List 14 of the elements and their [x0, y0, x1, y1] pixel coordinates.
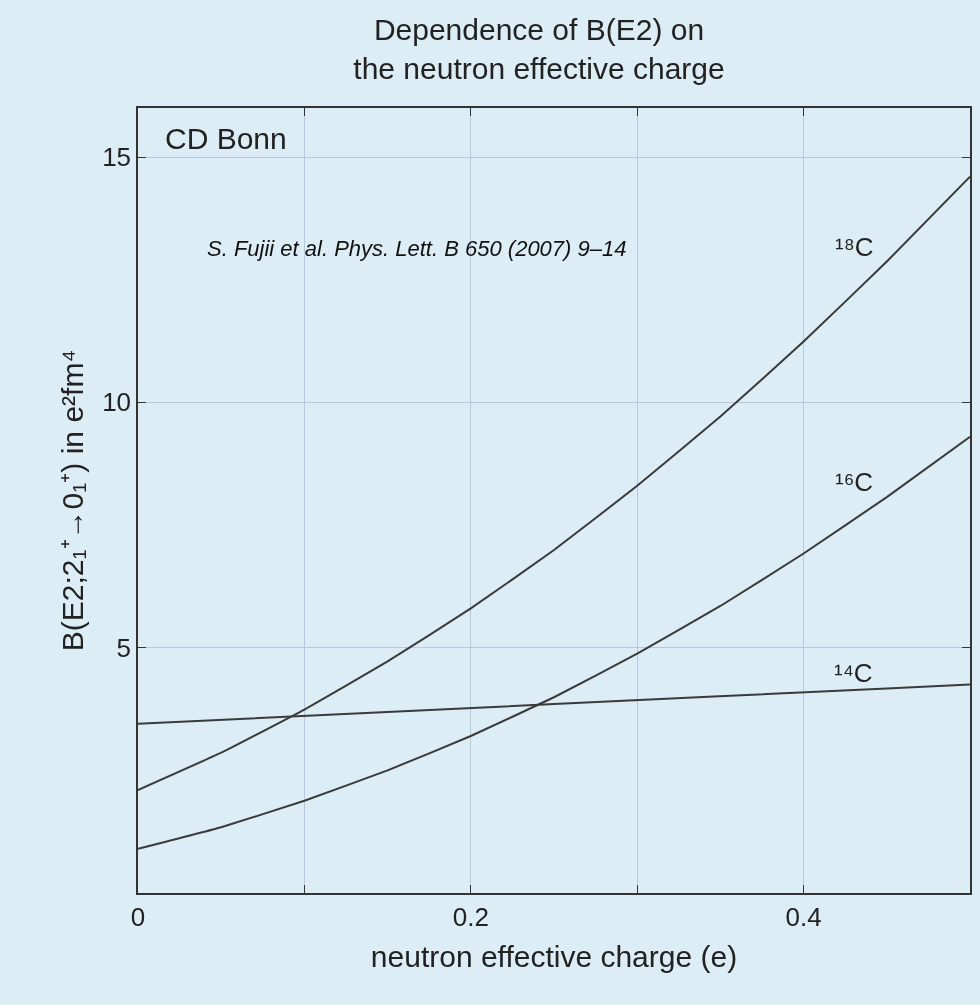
y-axis-title: B(E2;2₁⁺→0₁⁺) in e²fm⁴ [55, 349, 89, 652]
series-label: ¹⁴C [834, 658, 873, 688]
x-tick-label: 0.4 [785, 901, 822, 932]
series-label: ¹⁸C [835, 232, 874, 262]
series-label: ¹⁶C [835, 467, 874, 497]
x-axis-title: neutron effective charge (e) [370, 939, 738, 973]
y-tick-label: 5 [116, 632, 132, 663]
y-tick-label: 15 [102, 142, 132, 173]
annotation: CD Bonn [165, 122, 287, 155]
y-tick-label: 10 [102, 387, 132, 418]
x-tick-label: 0 [130, 901, 146, 932]
annotation: S. Fujii et al. Phys. Lett. B 650 (2007) 9–14 [207, 236, 627, 261]
x-tick-label: 0.2 [452, 901, 489, 932]
chart-title: Dependence of B(E2) on the neutron effective charge [353, 13, 725, 86]
